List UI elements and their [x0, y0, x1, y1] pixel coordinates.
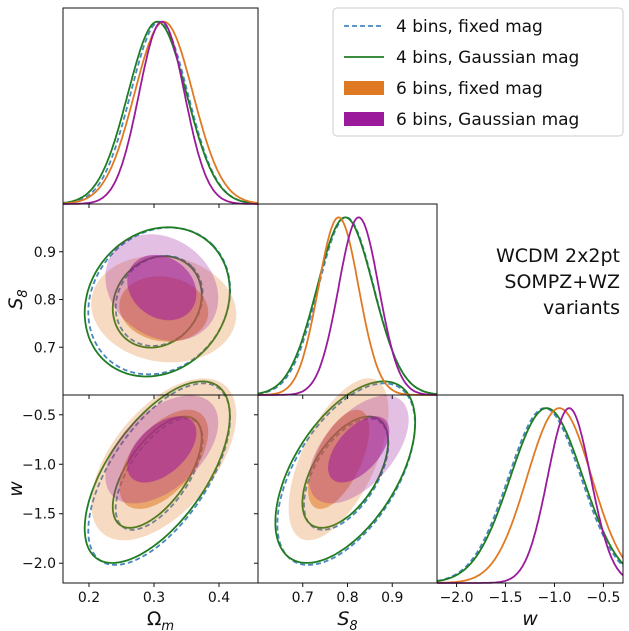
annotation: WCDM 2x2pt SOMPZ+WZ variants	[496, 245, 620, 319]
xtick-label-w: −1.5	[489, 590, 523, 606]
legend-label-0: 4 bins, fixed mag	[396, 17, 543, 37]
contour-68-om-s8-series-3	[127, 254, 197, 321]
xtick-label-om: 0.4	[208, 590, 230, 606]
legend-box	[332, 7, 624, 137]
marginal-om-series-2	[63, 20, 259, 205]
contour-68-s8-w-series-3	[328, 416, 390, 483]
xtick-label-s8: 0.8	[336, 590, 358, 606]
panels-group	[62, 20, 624, 584]
yaxis-label-s8: S8	[5, 289, 31, 309]
marginal-w-series-0	[436, 407, 624, 582]
contour-95-om-w-series-0	[87, 382, 231, 566]
contour-68-s8-w-series-0	[303, 417, 390, 531]
marginal-w-series-1	[436, 407, 624, 583]
legend-label-3: 6 bins, Gaussian mag	[396, 110, 579, 130]
panel-frame-w-w	[436, 394, 624, 584]
legend-label-2: 6 bins, fixed mag	[396, 79, 543, 99]
marginal-w-series-2	[437, 407, 624, 584]
ytick-label-s8: 0.8	[34, 293, 56, 309]
xaxis-label-om: Ωm	[147, 608, 174, 631]
ytick-label-w: −0.5	[22, 408, 56, 424]
annotation-line-0: WCDM 2x2pt	[496, 245, 620, 267]
xtick-label-s8: 0.7	[292, 590, 314, 606]
xtick-label-s8: 0.9	[381, 590, 403, 606]
xtick-label-w: −2.0	[440, 590, 474, 606]
ytick-label-s8: 0.7	[34, 340, 56, 356]
xtick-label-w: −0.5	[586, 590, 620, 606]
legend: 4 bins, fixed mag 4 bins, Gaussian mag 6 b…	[332, 7, 624, 137]
yaxis-label-w: w	[5, 481, 27, 497]
ytick-label-s8: 0.9	[34, 245, 56, 261]
panel-frame-om-om	[62, 7, 259, 205]
contour-95-om-s8-series-1	[83, 226, 231, 378]
marginal-s8-series-1	[257, 216, 438, 395]
annotation-line-2: variants	[543, 297, 620, 319]
marginal-s8-series-2	[258, 216, 437, 396]
ytick-label-w: −1.5	[22, 507, 56, 523]
annotation-line-1: SOMPZ+WZ	[504, 271, 620, 293]
marginal-om-series-0	[62, 20, 258, 205]
contour-68-om-w-series-3	[127, 416, 197, 483]
xaxis-label-w: w	[522, 608, 538, 630]
legend-label-1: 4 bins, Gaussian mag	[396, 48, 579, 68]
xtick-label-om: 0.3	[143, 590, 165, 606]
ytick-label-w: −2.0	[22, 556, 56, 572]
labels-group: 0.2 0.3 0.4 0.7 0.8 0.9 −2.0 −1.5 −1.0 −0.5 0.7 0.8…	[5, 245, 620, 631]
marginal-w-series-3	[437, 407, 624, 584]
xtick-label-w: −1.0	[537, 590, 571, 606]
contour-95-om-w-series-1	[83, 380, 231, 564]
xaxis-label-s8: S8	[337, 608, 357, 631]
marginal-om-series-1	[62, 20, 258, 205]
marginal-s8-series-3	[258, 216, 437, 396]
ytick-label-w: −1.0	[22, 457, 56, 473]
frames-group	[59, 7, 624, 587]
xtick-label-om: 0.2	[78, 590, 100, 606]
legend-swatch-2	[344, 81, 384, 95]
legend-swatch-3	[344, 112, 384, 126]
marginal-om-series-3	[63, 20, 258, 205]
